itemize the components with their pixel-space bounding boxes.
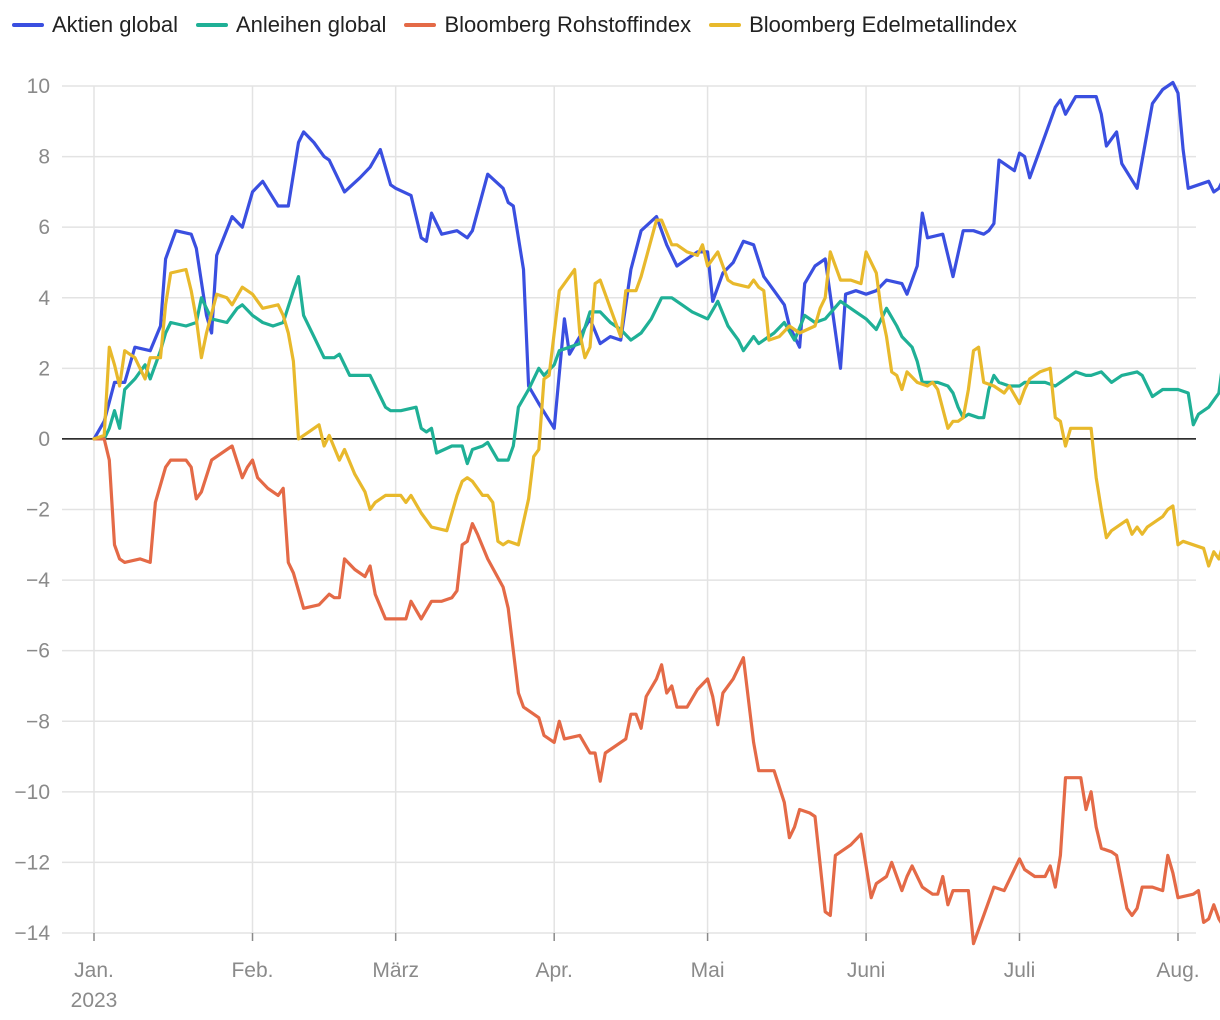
x-tick-label: Juni (847, 959, 886, 982)
y-tick-label: −12 (14, 851, 50, 874)
x-tick-label: Apr. (536, 959, 573, 982)
y-tick-label: 0 (38, 428, 50, 451)
y-tick-label: 2 (38, 357, 50, 380)
series-line-2[interactable] (92, 275, 1220, 466)
legend-item-aktien-global[interactable]: Aktien global (12, 12, 178, 38)
x-tick-label: Juli (1004, 959, 1036, 982)
legend-label: Bloomberg Rohstoffindex (444, 12, 692, 37)
y-tick-label: −14 (14, 922, 50, 945)
legend-label: Anleihen global (235, 12, 387, 37)
y-tick-label: −8 (26, 710, 50, 733)
legend-swatch (709, 23, 742, 27)
series-line-4[interactable] (92, 218, 1220, 568)
y-tick-label: 4 (38, 287, 50, 310)
legend-label: Aktien global (52, 12, 178, 37)
y-tick-label: −4 (26, 569, 50, 592)
gridlines (62, 85, 1196, 934)
series-line-3[interactable] (92, 437, 1220, 946)
x-tick-label: Mai (691, 959, 725, 982)
legend-swatch (404, 23, 437, 27)
chart-legend: Aktien global Anleihen global Bloomberg … (12, 12, 1017, 38)
legend-item-anleihen-global[interactable]: Anleihen global (195, 12, 387, 38)
y-tick-label: −2 (26, 499, 50, 522)
legend-item-rohstoffindex[interactable]: Bloomberg Rohstoffindex (404, 12, 691, 38)
y-tick-label: 10 (27, 75, 50, 98)
x-tick-label: Feb. (231, 959, 273, 982)
y-tick-label: −6 (26, 640, 50, 663)
legend-swatch (195, 23, 228, 27)
y-tick-label: 8 (38, 146, 50, 169)
legend-swatch (12, 23, 44, 27)
legend-item-edelmetallindex[interactable]: Bloomberg Edelmetallindex (709, 12, 1017, 38)
x-tick-label: März (372, 959, 419, 982)
x-tick-label: Jan. (74, 959, 114, 982)
series-lines (92, 79, 1220, 946)
series-line-1[interactable] (92, 79, 1220, 441)
x-tick-sublabel: 2023 (71, 989, 118, 1012)
x-tick-label: Aug. (1156, 959, 1199, 982)
y-tick-label: −10 (14, 781, 50, 804)
axes: 10 8 6 4 2 0 −2 −4 −6 −8 −10 −12 −14 Jan. 2023 Feb. März… (14, 75, 1199, 1012)
y-tick-label: 6 (38, 216, 50, 239)
legend-label: Bloomberg Edelmetallindex (749, 12, 1017, 37)
